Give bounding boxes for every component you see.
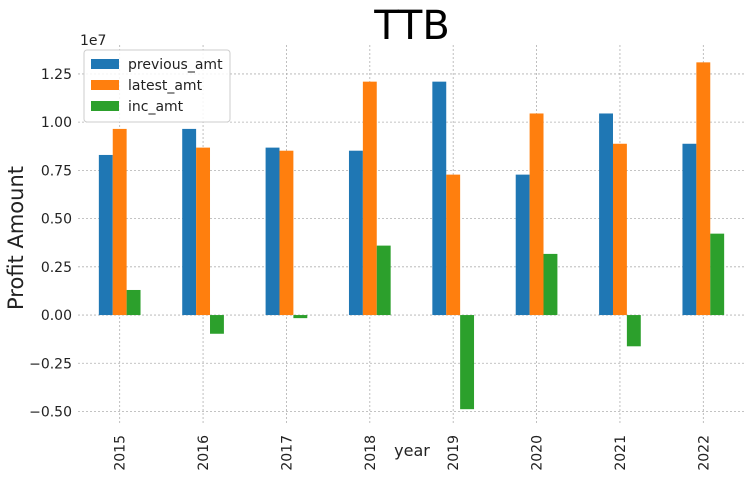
x-tick-label: 2016 (196, 435, 212, 471)
legend-swatch (91, 59, 119, 69)
bar-latest_amt (362, 81, 377, 316)
legend-label: inc_amt (128, 99, 184, 115)
bar-latest_amt (112, 128, 127, 316)
x-tick-label: 2018 (363, 435, 379, 471)
bar-latest_amt (446, 174, 461, 316)
y-tick-label: 0.50 (41, 212, 72, 228)
bar-inc_amt (210, 315, 224, 334)
bar-inc_amt (460, 315, 475, 410)
y-tick-label: 1.00 (41, 115, 72, 131)
legend-swatch (91, 80, 119, 90)
bar-previous_amt (348, 150, 363, 316)
legend-label: latest_amt (128, 78, 203, 94)
x-tick-label: 2020 (530, 435, 546, 471)
bar-latest_amt (529, 113, 544, 316)
bar-inc_amt (293, 315, 308, 319)
bars (98, 62, 725, 410)
x-tick-label: 2022 (696, 435, 712, 471)
bar-previous_amt (515, 174, 530, 316)
bar-previous_amt (265, 147, 280, 316)
bar-inc_amt (543, 253, 558, 316)
x-tick-label: 2017 (279, 435, 295, 471)
y-tick-label: −0.50 (29, 404, 72, 420)
x-tick-label: 2021 (613, 435, 629, 471)
bar-previous_amt (682, 143, 697, 316)
y-tick-label: 0.00 (41, 308, 72, 324)
y-tick-label: 1.25 (41, 67, 72, 83)
bar-latest_amt (196, 147, 211, 316)
bar-previous_amt (98, 154, 113, 316)
legend-label: previous_amt (128, 57, 223, 73)
bar-latest_amt (696, 62, 711, 316)
legend: previous_amt latest_amt inc_amt (83, 49, 231, 123)
bar-previous_amt (182, 128, 197, 316)
bar-inc_amt (126, 289, 141, 316)
offset-label: 1e7 (80, 33, 106, 49)
y-tick-label: −0.25 (29, 356, 72, 372)
bar-inc_amt (376, 245, 391, 316)
bar-latest_amt (279, 150, 294, 316)
tick-labels: −0.50 −0.25 0.00 0.25 0.50 0.75 1.00 1.25 2015 20… (29, 67, 712, 471)
legend-box (83, 49, 231, 123)
y-axis-label: Profit Amount (4, 166, 28, 310)
y-tick-label: 0.25 (41, 260, 72, 276)
x-tick-label: 2019 (446, 435, 462, 471)
bar-inc_amt (710, 233, 725, 316)
bar-inc_amt (626, 315, 641, 347)
y-tick-label: 0.75 (41, 163, 72, 179)
chart-title: TTB (373, 3, 450, 49)
bar-latest_amt (612, 143, 627, 316)
legend-swatch (91, 101, 119, 111)
bar-previous_amt (432, 81, 447, 316)
bar-previous_amt (599, 113, 613, 316)
x-tick-label: 2015 (113, 435, 129, 471)
x-axis-label: year (394, 441, 430, 460)
